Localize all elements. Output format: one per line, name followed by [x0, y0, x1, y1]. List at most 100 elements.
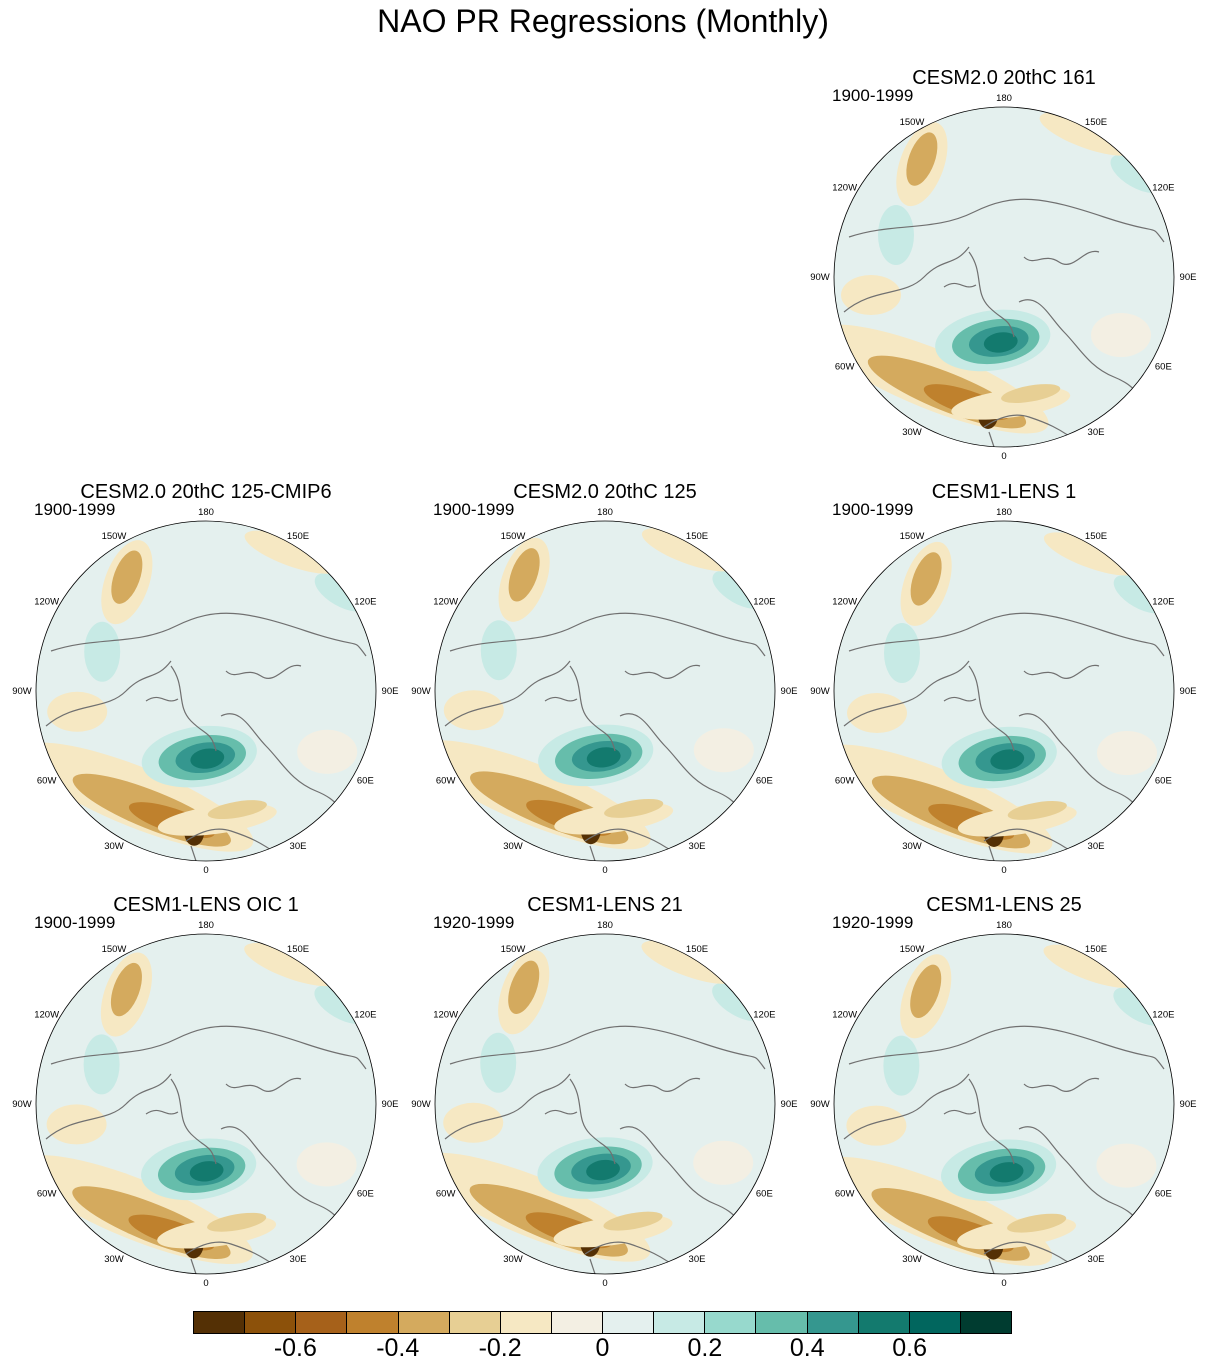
coastline [544, 1109, 578, 1115]
anomaly-contour [989, 1162, 1024, 1183]
longitude-label: 120W [34, 1010, 59, 1021]
coastline [988, 431, 995, 447]
anomaly-contour [1043, 944, 1138, 988]
map-border [833, 933, 1175, 1275]
anomaly-contour [46, 1104, 107, 1145]
longitude-label: 90W [12, 1099, 32, 1110]
colorbar [193, 1311, 1012, 1334]
coastline [1023, 1077, 1100, 1092]
longitude-label: 0 [602, 865, 607, 876]
map-border [434, 520, 776, 862]
longitude-label: 0 [203, 1278, 208, 1289]
anomaly-contour [693, 1140, 754, 1185]
longitude-label: 180 [597, 507, 613, 518]
longitude-label: 30E [1088, 427, 1105, 438]
longitude-label: 150E [686, 944, 708, 955]
panel-period: 1900-1999 [34, 500, 116, 519]
longitude-label: 30E [290, 841, 307, 852]
panel-period: 1920-1999 [433, 913, 515, 932]
longitude-label: 60W [436, 1189, 456, 1200]
anomaly-contour [1091, 313, 1151, 357]
colorbar-swatch [347, 1312, 399, 1333]
longitude-label: 30E [290, 1254, 307, 1265]
longitude-label: 150W [900, 117, 925, 128]
colorbar-swatch [654, 1312, 706, 1333]
longitude-label: 0 [602, 1278, 607, 1289]
map-panel-cesm1-lens-25: 180 150E 120E 90E 60E 30E 0 30W 60W 90W 120W 150W C… [804, 894, 1204, 1304]
coastline [145, 1109, 179, 1115]
longitude-label: 180 [996, 93, 1012, 104]
colorbar-tick-label: 0.2 [687, 1334, 723, 1362]
panel-title: CESM2.0 20thC 161 [912, 67, 1096, 89]
longitude-label: 150W [900, 531, 925, 542]
coastline [225, 1077, 302, 1092]
coastline [45, 660, 172, 727]
colorbar-tick-label: 0 [595, 1334, 610, 1362]
polar-map: 180 150E 120E 90E 60E 30E 0 30W 60W 90W 120W 150W [411, 507, 797, 876]
anomaly-contour [111, 550, 143, 604]
longitude-label: 60E [756, 776, 773, 787]
longitude-label: 90E [781, 1099, 798, 1110]
map-panel-cesm1-lens-21: 180 150E 120E 90E 60E 30E 0 30W 60W 90W 120W 150W C… [405, 894, 805, 1304]
anomaly-contour [1097, 731, 1157, 775]
colorbar-swatch [705, 1312, 757, 1333]
coastline [589, 845, 596, 861]
longitude-label: 60E [756, 1189, 773, 1200]
longitude-label: 180 [198, 920, 214, 931]
colorbar-swatch [296, 1312, 348, 1333]
colorbar-tick-label: 0.6 [892, 1334, 927, 1362]
longitude-label: 90W [810, 1099, 830, 1110]
anomaly-contour [508, 960, 540, 1014]
anomaly-contour [207, 800, 267, 820]
longitude-label: 150E [287, 944, 309, 955]
map-panel-cesm1-lens-oic-1: 180 150E 120E 90E 60E 30E 0 30W 60W 90W 120W 150W C… [6, 894, 406, 1304]
coastline [449, 612, 766, 657]
anomaly-contour [297, 729, 358, 774]
longitude-label: 90E [1180, 686, 1197, 697]
coastline [983, 1241, 1085, 1274]
page-title: NAO PR Regressions (Monthly) [377, 3, 829, 39]
longitude-label: 30W [104, 841, 124, 852]
anomaly-contour [1007, 801, 1067, 820]
anomaly-contour [1007, 1213, 1067, 1233]
longitude-label: 150W [102, 531, 127, 542]
panel-period: 1900-1999 [832, 86, 914, 105]
panel-title: CESM2.0 20thC 125 [513, 481, 697, 503]
panel-title: CESM1-LENS 21 [527, 894, 683, 916]
colorbar-swatch [194, 1312, 246, 1333]
longitude-label: 60W [835, 1189, 855, 1200]
coastline [449, 1025, 766, 1070]
coastline [584, 828, 686, 861]
anomaly-contour [846, 1105, 907, 1146]
longitude-label: 30E [689, 1254, 706, 1265]
longitude-label: 150W [501, 944, 526, 955]
anomaly-contour [83, 1034, 120, 1095]
longitude-label: 180 [996, 507, 1012, 518]
anomaly-contour [1096, 1143, 1157, 1188]
anomaly-contour [604, 798, 664, 818]
longitude-label: 150E [1085, 117, 1107, 128]
anomaly-contour [990, 749, 1025, 770]
colorbar-swatch [398, 1312, 450, 1333]
anomaly-contour [244, 943, 339, 987]
longitude-label: 120E [354, 1010, 376, 1021]
panel-title: CESM1-LENS 25 [926, 894, 1082, 916]
anomaly-contour [190, 748, 225, 769]
longitude-label: 120W [433, 1010, 458, 1021]
longitude-label: 150W [501, 531, 526, 542]
anomaly-contour [641, 940, 736, 984]
longitude-label: 30E [1088, 841, 1105, 852]
coastline [943, 1109, 977, 1115]
panel-title: CESM2.0 20thC 125-CMIP6 [80, 481, 332, 503]
longitude-label: 30E [1088, 1254, 1105, 1265]
coastline [943, 282, 977, 288]
coastline [444, 660, 571, 727]
anomaly-contour [693, 728, 754, 773]
map-border [35, 933, 377, 1275]
colorbar-swatch [500, 1312, 552, 1333]
longitude-label: 90W [411, 686, 431, 697]
longitude-label: 150W [900, 944, 925, 955]
longitude-label: 90E [1180, 272, 1197, 283]
colorbar-swatch [807, 1312, 859, 1333]
longitude-label: 120W [34, 597, 59, 608]
